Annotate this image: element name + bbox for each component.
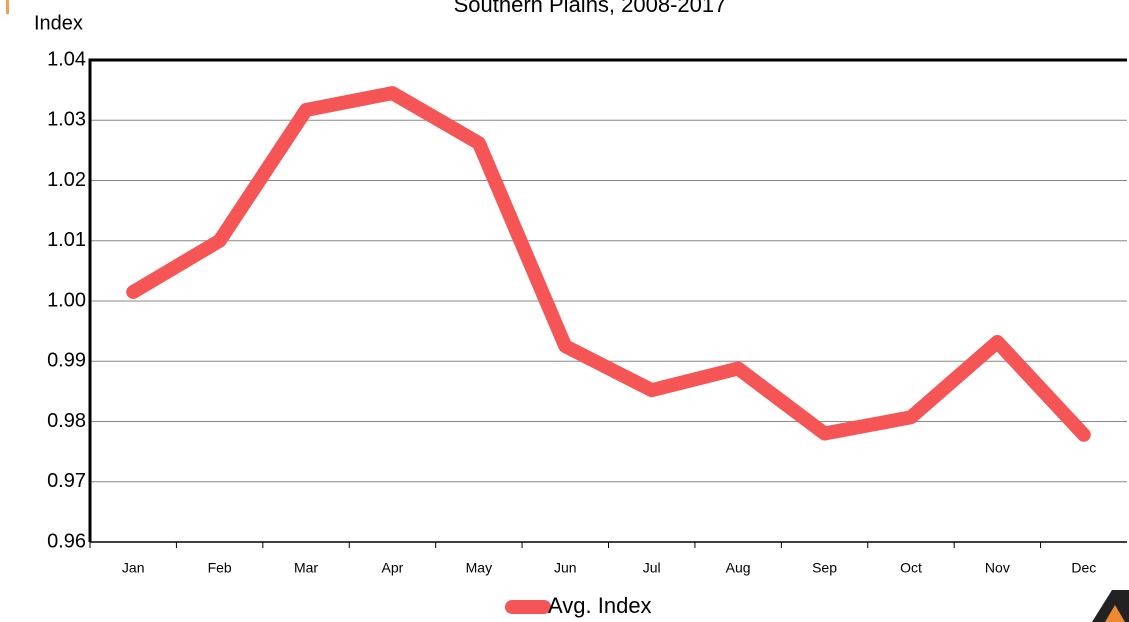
decoration xyxy=(6,0,9,14)
x-tick-label: Oct xyxy=(900,560,922,576)
x-tick-label: Aug xyxy=(726,560,751,576)
y-tick-label: 0.98 xyxy=(47,410,86,432)
y-tick-label: 1.04 xyxy=(47,48,86,70)
data-line xyxy=(126,86,1091,442)
x-tick-label: Apr xyxy=(382,560,404,576)
x-tick-label: Mar xyxy=(294,560,318,576)
y-tick-label: 1.00 xyxy=(47,289,86,311)
x-tick-label: May xyxy=(466,560,492,576)
y-tick-label: 0.99 xyxy=(47,350,86,372)
x-tick-label: Jan xyxy=(122,560,145,576)
chart-title: Southern Plains, 2008-2017 xyxy=(454,0,727,17)
y-tick-label: 1.02 xyxy=(47,169,86,191)
logo-accent xyxy=(1105,605,1125,622)
x-tick-label: Feb xyxy=(208,560,232,576)
y-tick-label: 0.96 xyxy=(47,530,86,552)
x-tick-label: Sep xyxy=(812,560,837,576)
x-tick-label: Jul xyxy=(643,560,661,576)
y-tick-label: 0.97 xyxy=(47,470,86,492)
x-tick-label: Jun xyxy=(554,560,577,576)
y-tick-label: 1.03 xyxy=(47,109,86,131)
x-tick-label: Nov xyxy=(985,560,1010,576)
y-axis-label: Index xyxy=(34,12,83,34)
legend-label: Avg. Index xyxy=(548,593,652,618)
y-tick-label: 1.01 xyxy=(47,229,86,251)
x-tick-label: Dec xyxy=(1071,560,1096,576)
